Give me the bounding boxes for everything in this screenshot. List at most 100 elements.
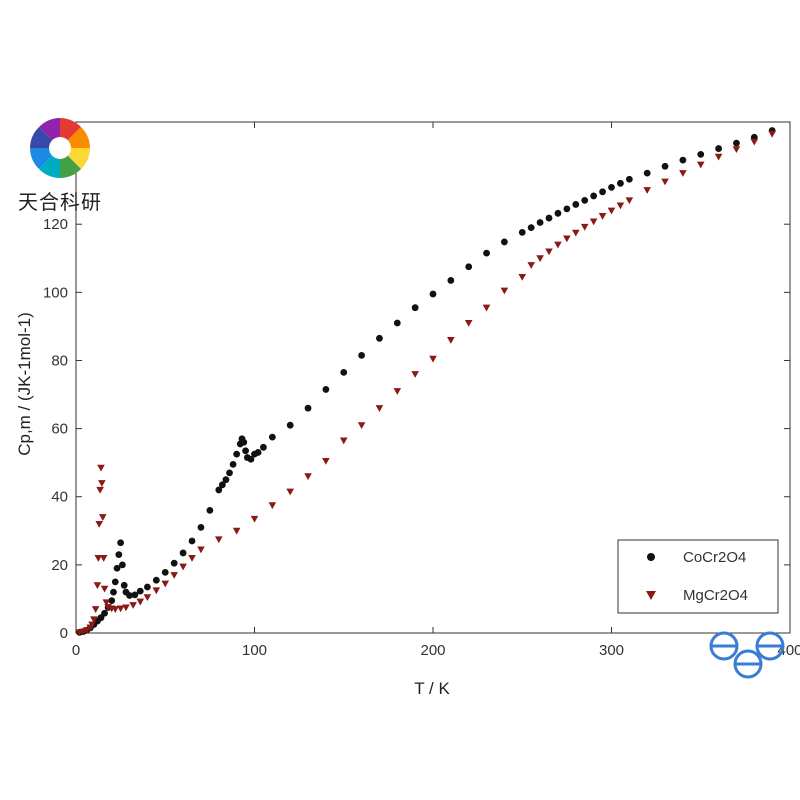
- data-point: [339, 437, 348, 445]
- data-point: [527, 262, 535, 269]
- y-tick-label: 40: [51, 489, 68, 506]
- data-point: [82, 627, 91, 635]
- data-point: [608, 184, 615, 191]
- data-point: [286, 488, 294, 496]
- y-tick-label: 20: [51, 557, 68, 574]
- data-point: [126, 592, 133, 599]
- data-point: [260, 443, 267, 451]
- data-point: [119, 561, 126, 569]
- data-point: [679, 170, 687, 177]
- data-point: [464, 319, 473, 327]
- data-point: [429, 290, 437, 298]
- data-point: [376, 334, 383, 342]
- data-point: [572, 201, 580, 208]
- data-point: [286, 421, 294, 429]
- data-point: [375, 405, 384, 412]
- data-point: [625, 175, 633, 183]
- data-point: [102, 599, 111, 607]
- legend-marker-cocr2o4: [647, 553, 655, 561]
- data-point: [117, 539, 125, 547]
- data-point: [393, 319, 401, 327]
- data-point: [233, 450, 241, 458]
- data-point: [98, 514, 107, 521]
- data-series: [75, 127, 776, 637]
- data-point: [545, 248, 553, 256]
- data-point: [554, 209, 562, 217]
- data-point: [101, 609, 108, 617]
- data-point: [527, 224, 535, 232]
- data-point: [447, 277, 455, 284]
- data-point: [580, 223, 589, 231]
- y-tick-label: 60: [51, 421, 68, 438]
- data-point: [572, 229, 580, 237]
- data-point: [152, 587, 161, 595]
- data-point: [714, 153, 723, 161]
- data-point: [161, 568, 169, 576]
- data-point: [161, 580, 170, 588]
- legend: CoCr2O4 MgCr2O4: [617, 539, 779, 614]
- data-point: [197, 523, 205, 531]
- y-axis-title: Cp,m / (JK-1mol-1): [15, 312, 34, 456]
- data-point: [643, 187, 651, 194]
- data-point: [108, 597, 116, 605]
- data-point: [197, 546, 205, 554]
- data-point: [110, 588, 117, 596]
- data-point: [188, 537, 196, 545]
- data-point: [536, 255, 544, 263]
- data-point: [447, 337, 455, 344]
- data-point: [94, 555, 103, 562]
- data-point: [411, 371, 419, 378]
- data-point: [715, 145, 722, 152]
- legend-label-cocr2o4: CoCr2O4: [683, 549, 746, 566]
- data-point: [617, 179, 624, 187]
- data-point: [222, 476, 230, 484]
- data-point: [242, 447, 249, 455]
- legend-box: [617, 539, 779, 614]
- data-point: [170, 559, 178, 567]
- data-point: [357, 422, 366, 429]
- data-point: [501, 238, 508, 246]
- data-point: [232, 527, 241, 535]
- data-point: [226, 469, 233, 477]
- data-point: [206, 506, 214, 514]
- data-point: [120, 581, 128, 589]
- y-tick-label: 0: [60, 625, 68, 642]
- data-point: [116, 605, 125, 613]
- x-tick-label: 300: [599, 642, 624, 659]
- legend-marker-mgcr2o4: [646, 591, 656, 600]
- data-point: [322, 386, 330, 393]
- data-point: [482, 304, 491, 312]
- data-point: [616, 202, 625, 210]
- data-point: [696, 161, 705, 169]
- data-point: [563, 235, 571, 243]
- data-point: [215, 536, 223, 544]
- data-point: [268, 502, 277, 510]
- data-point: [607, 207, 616, 215]
- data-point: [411, 304, 419, 312]
- x-tick-label: 200: [420, 642, 445, 659]
- data-point: [215, 486, 223, 494]
- data-point: [563, 205, 571, 213]
- series-mgcr2o4: [75, 130, 776, 637]
- y-tick-label: 100: [43, 284, 68, 301]
- data-point: [136, 587, 144, 595]
- data-point: [554, 241, 562, 249]
- x-tick-label: 100: [242, 642, 267, 659]
- data-point: [661, 162, 669, 170]
- data-point: [143, 594, 152, 602]
- data-point: [129, 602, 137, 609]
- data-point: [643, 169, 651, 177]
- data-point: [97, 464, 105, 472]
- data-point: [131, 591, 139, 599]
- data-point: [229, 460, 237, 468]
- data-point: [95, 520, 104, 528]
- data-point: [679, 156, 687, 164]
- data-point: [247, 455, 255, 463]
- data-point: [254, 449, 262, 456]
- data-point: [179, 563, 187, 571]
- data-point: [115, 551, 123, 559]
- data-point: [136, 598, 145, 606]
- series-cocr2o4: [76, 127, 776, 636]
- data-point: [429, 355, 437, 363]
- x-tick-label: 0: [72, 642, 80, 659]
